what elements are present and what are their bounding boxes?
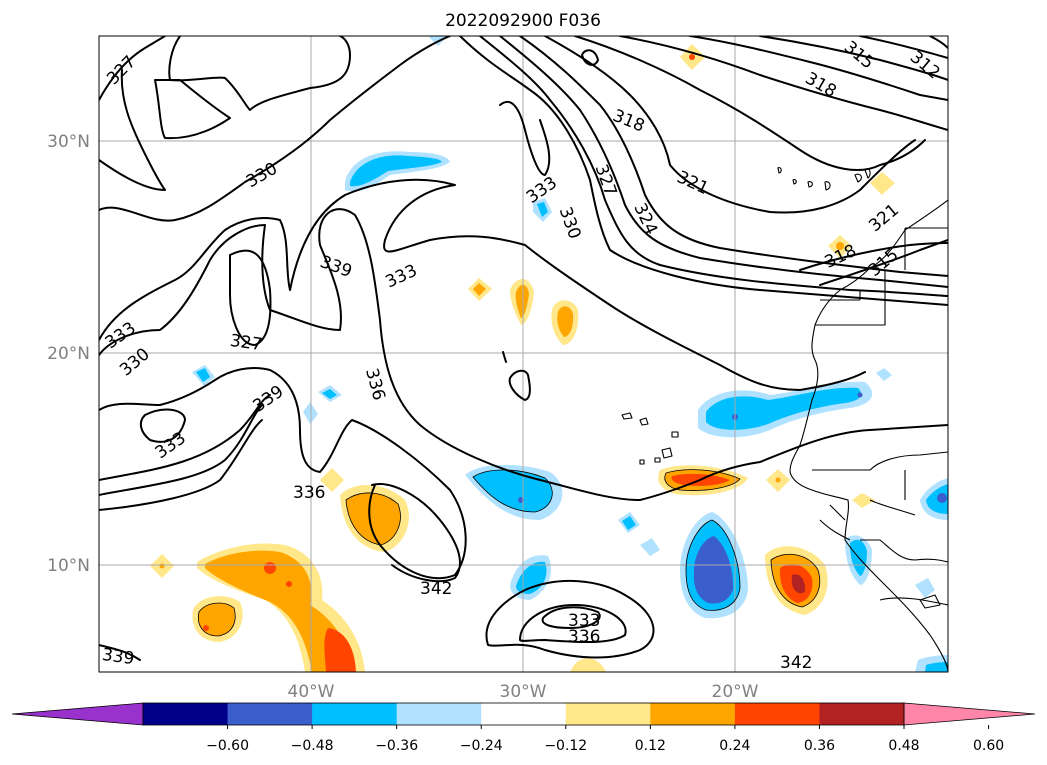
anomaly-outlines <box>197 469 821 637</box>
contour-label: 336 <box>361 366 389 403</box>
coastlines <box>621 119 948 672</box>
colorbar-swatch <box>819 703 905 725</box>
latitude-labels: 30°N 20°N 10°N <box>47 132 90 576</box>
colorbar-swatch <box>734 703 820 725</box>
lat-label: 10°N <box>47 556 90 576</box>
colorbar-tick-label: 0.12 <box>635 738 666 754</box>
colorbar-tick-label: −0.48 <box>291 738 334 754</box>
contour-label: 336 <box>293 483 325 503</box>
lon-label: 20°W <box>712 682 759 702</box>
lat-label: 20°N <box>47 344 90 364</box>
contour-label: 318 <box>610 106 648 137</box>
longitude-labels: 40°W 30°W 20°W <box>288 682 759 702</box>
contour-label: 333 <box>383 261 421 293</box>
colorbar-swatch <box>312 703 398 725</box>
map-title: 2022092900 F036 <box>445 11 601 31</box>
contour-label: 342 <box>420 579 452 599</box>
contour-label: 336 <box>568 627 600 647</box>
contour-label: 330 <box>555 204 585 241</box>
colorbar-swatch <box>650 703 736 725</box>
map-area: 327 330 333 330 327 339 333 336 339 333 … <box>99 36 948 673</box>
contour-label: 315 <box>865 245 903 281</box>
contour-label: 339 <box>101 645 136 669</box>
colorbar-swatch <box>227 703 313 725</box>
contour-lines <box>99 36 948 661</box>
map-frame <box>98 35 949 673</box>
colorbar-frame <box>142 702 905 726</box>
shaded-anomalies <box>150 36 948 672</box>
gridlines <box>99 36 948 672</box>
lon-label: 30°W <box>500 682 547 702</box>
contour-label: 330 <box>116 344 154 380</box>
lon-label: 40°W <box>288 682 335 702</box>
colorbar-swatch <box>143 703 229 725</box>
colorbar-tick-label: 0.36 <box>804 738 835 754</box>
lat-label: 30°N <box>47 132 90 152</box>
colorbar-swatch <box>565 703 651 725</box>
contour-label: 321 <box>865 200 903 236</box>
colorbar-tick-label: 0.48 <box>888 738 919 754</box>
contour-label: 327 <box>591 162 621 199</box>
contour-label: 342 <box>780 653 812 673</box>
colorbar-swatch <box>396 703 482 725</box>
colorbar-tick-label: 0.60 <box>973 738 1004 754</box>
colorbar-tick-label: −0.60 <box>206 738 249 754</box>
colorbar-tick-label: −0.12 <box>544 738 587 754</box>
contour-label: 333 <box>102 318 140 353</box>
colorbar-extend-low <box>11 702 144 726</box>
contour-label: 321 <box>674 167 712 199</box>
colorbar-tick-label: −0.36 <box>375 738 418 754</box>
contour-label: 312 <box>906 47 944 83</box>
contour-label: 333 <box>152 428 190 463</box>
contour-label: 327 <box>229 331 264 355</box>
colorbar: −0.60 −0.48 −0.36 −0.24 −0.12 0.12 0.24 0.36 0.4… <box>11 702 1036 754</box>
colorbar-tick-label: 0.24 <box>719 738 750 754</box>
colorbar-extend-high <box>903 702 1036 726</box>
contour-label: 339 <box>317 252 354 282</box>
colorbar-tick-label: −0.24 <box>460 738 503 754</box>
contour-label: 315 <box>840 37 878 73</box>
colorbar-swatch <box>481 703 567 725</box>
contour-label: 318 <box>822 241 860 273</box>
contour-label: 333 <box>568 611 600 631</box>
